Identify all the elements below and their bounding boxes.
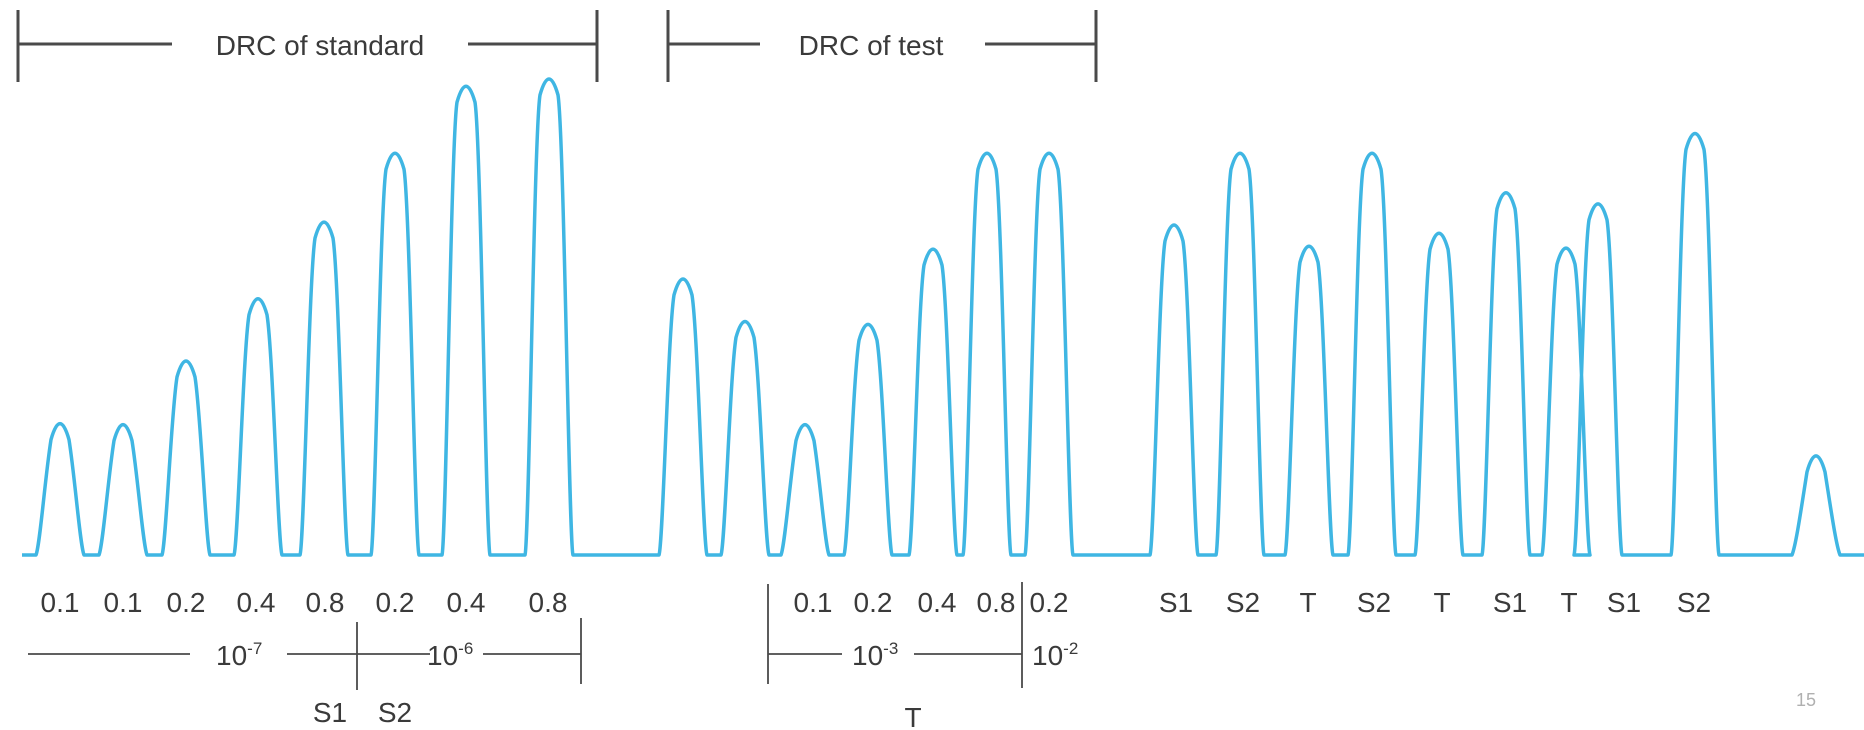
standard-concentration-scale: 10-7 10-6 S1 S2 [28,618,582,728]
test-bracket-label: DRC of test [799,30,944,61]
page-number: 15 [1796,690,1816,710]
standard-conc-low: 10-7 [216,639,262,671]
standard-dose-label: 0.1 [104,587,143,618]
test-dose-label: 0.2 [854,587,893,618]
test-dose-label: 0.2 [1030,587,1069,618]
sequence-label: T [1299,587,1316,618]
test-sublabel-t: T [904,702,921,730]
test-conc-low: 10-3 [852,639,898,671]
response-trace [22,77,1864,557]
sequence-label: T [1433,587,1450,618]
test-concentration-scale: 10-3 10-2 T [768,639,1078,730]
sequence-label: S1 [1159,587,1193,618]
standard-dose-label: 0.2 [167,587,206,618]
sequence-labels: S1 S2 T S2 T S1 T S1 S2 [1159,587,1711,618]
standard-dose-label: 0.4 [237,587,276,618]
sequence-label: S1 [1607,587,1641,618]
standard-dose-label: 0.8 [306,587,345,618]
test-conc-high: 10-2 [1032,639,1078,671]
standard-dose-label: 0.8 [529,587,568,618]
test-dose-label: 0.1 [794,587,833,618]
standard-sublabel-s2: S2 [378,697,412,728]
test-dose-labels: 0.1 0.2 0.4 0.8 0.2 [767,582,1069,688]
test-dose-label: 0.4 [918,587,957,618]
sequence-label: S1 [1493,587,1527,618]
standard-dose-label: 0.4 [447,587,486,618]
sequence-label: S2 [1357,587,1391,618]
standard-dose-labels: 0.1 0.1 0.2 0.4 0.8 0.2 0.4 0.8 [41,587,568,618]
sequence-label: S2 [1677,587,1711,618]
standard-dose-label: 0.1 [41,587,80,618]
standard-dose-label: 0.2 [376,587,415,618]
sequence-label: T [1560,587,1577,618]
test-dose-label: 0.8 [977,587,1016,618]
standard-sublabel-s1: S1 [313,697,347,728]
standard-bracket-label: DRC of standard [216,30,425,61]
sequence-label: S2 [1226,587,1260,618]
test-bracket: DRC of test [666,10,1098,82]
standard-bracket: DRC of standard [16,10,599,82]
standard-conc-high: 10-6 [427,639,473,671]
